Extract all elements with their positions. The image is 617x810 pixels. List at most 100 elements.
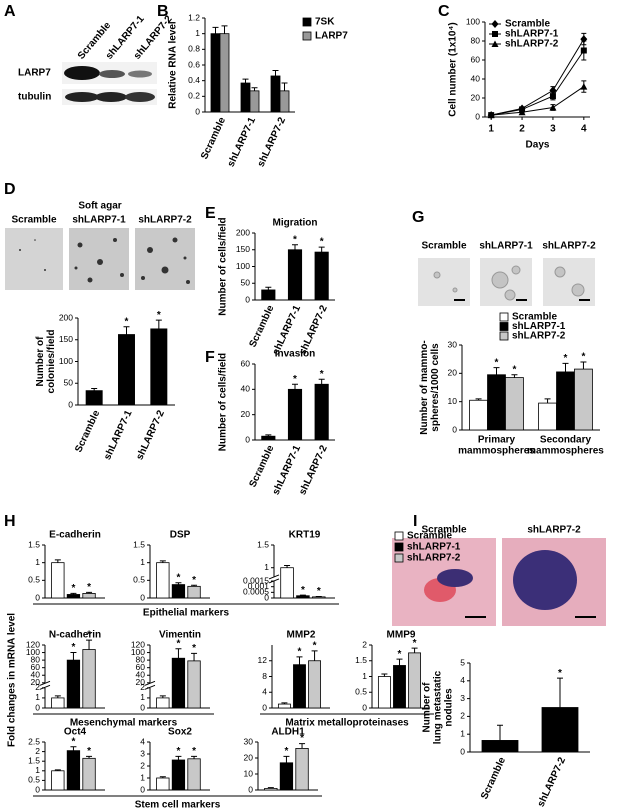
band [95,92,127,102]
marker [549,104,557,111]
x-tick-label: Secondary [540,435,592,446]
y-tick-label: 12 [258,655,268,665]
image-label: shLARP7-1 [72,215,126,226]
plot-title: MMP2 [287,630,316,641]
error-bar [70,652,77,661]
x-tick-label: Scramble [247,443,276,489]
y-tick-label: 8 [262,671,267,681]
x-tick-label: 2 [519,124,525,135]
series-line [491,86,585,116]
axis-break [268,574,280,584]
x-tick-label: 3 [550,124,556,135]
x-tick-label: Scramble [199,115,228,161]
significance: * [176,638,180,649]
error-bar [175,755,182,760]
image-label: shLARP7-2 [527,525,581,536]
y-tick-label: 0.5 [133,575,145,585]
error-bar [54,769,61,771]
y-tick-label: 10 [244,768,254,778]
y-tick-label: 60 [241,358,251,368]
bar [308,660,322,709]
image-label: shLARP7-1 [479,241,533,252]
error-bar [281,82,288,91]
x-tick-label: shLARP7-2 [256,115,289,168]
significance: * [293,234,297,245]
y-tick-label: 80 [31,654,41,664]
error-bar [272,69,279,76]
y-tick-label: 0.2 [188,91,200,101]
band [65,92,99,102]
bar [279,90,290,113]
x-tick-label: shLARP7-2 [134,408,167,461]
error-bar [580,361,587,370]
error-bar [265,434,272,437]
error-bar [70,592,77,595]
y-tick-label: 0 [140,784,145,794]
legend-swatch [499,312,509,322]
error-bar [299,594,306,596]
legend-label: 7SK [315,17,335,28]
error-bar [557,677,563,708]
y-tick-label: 0 [264,592,269,602]
legend-label: Scramble [407,531,452,542]
error-bar [292,383,298,390]
y-tick-label: 1 [140,772,145,782]
error-bar [318,246,325,253]
y-tick-label: 30 [244,736,254,746]
row-label: LARP7 [18,68,51,79]
significance: * [125,316,129,327]
bar [574,368,593,431]
y-tick-label: 150 [59,334,73,344]
image-title: Soft agar [78,201,121,212]
bar [556,371,575,431]
significance: * [313,641,317,652]
band [128,70,152,78]
y-tick-label: 100 [236,261,250,271]
y-tick-label: 1 [362,671,367,681]
y-tick-label: 150 [236,244,250,254]
significance: * [87,630,91,641]
error-bar [267,787,274,789]
y-tick-label: 0.6 [188,59,200,69]
bar [156,777,170,791]
y-tick-label: 20 [244,752,254,762]
bar [270,75,281,113]
legend-swatch [394,553,404,563]
significance: * [176,572,180,583]
significance: * [398,649,402,660]
error-bar [396,658,403,666]
bar [295,748,309,791]
bar [261,435,276,441]
error-bar [70,746,77,751]
group-label: Mesenchymal markers [70,718,178,729]
micrograph [543,258,595,306]
bar [280,567,294,599]
significance: * [581,352,585,363]
y-tick-label: 20 [471,92,481,102]
panel-letter: C [438,3,450,20]
blot [62,62,157,105]
y-tick-label: 0 [362,702,367,712]
legend-swatch [302,17,312,27]
y-tick-label: 60 [136,662,146,672]
y-tick-label: 0 [245,294,250,304]
y-tick-label: 100 [466,16,480,26]
axis-break [39,680,51,690]
plot-title: N-cadherin [49,630,101,641]
legend-label: shLARP7-2 [505,39,559,50]
significance: * [87,746,91,757]
y-tick-label: 1.2 [188,12,200,22]
x-tick-label: mammospheres [458,446,535,457]
bar [314,383,329,441]
significance: * [157,310,161,321]
y-tick-label: 10 [448,396,458,406]
bar [293,664,306,709]
legend-label: LARP7 [315,31,348,42]
y-tick-label: 3 [460,693,465,703]
y-tick-label: 0.5 [355,687,367,697]
significance: * [495,357,499,368]
band [64,66,100,80]
y-tick-label: 80 [136,654,146,664]
bar [487,374,506,431]
image-label: shLARP7-2 [138,215,192,226]
